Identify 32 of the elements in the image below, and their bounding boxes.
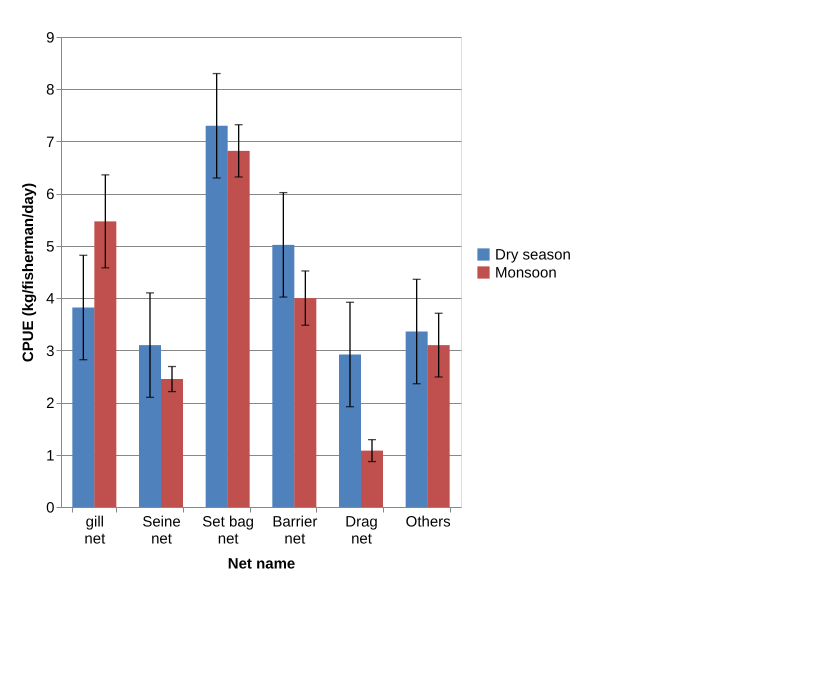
x-tick-label: Others xyxy=(406,514,451,530)
y-tick-label: 3 xyxy=(46,342,54,360)
y-tick-label: 4 xyxy=(46,290,54,308)
bar xyxy=(428,345,450,507)
x-tick-label: Seine net xyxy=(142,514,181,548)
y-tick-label: 5 xyxy=(46,238,54,256)
x-tick-label: Set bag net xyxy=(202,514,254,548)
y-tick-label: 2 xyxy=(46,395,54,412)
x-tick-label: Barrier net xyxy=(272,514,318,548)
y-tick-label: 8 xyxy=(46,82,54,99)
bar xyxy=(161,379,183,507)
x-tick-label: Drag net xyxy=(345,514,378,548)
bar xyxy=(94,221,116,507)
bar xyxy=(361,450,383,507)
legend-label: Monsoon xyxy=(495,264,557,282)
bar xyxy=(206,126,228,507)
bar xyxy=(294,298,316,507)
y-tick-label: 0 xyxy=(46,500,54,516)
bar xyxy=(406,332,428,507)
legend-label: Dry season xyxy=(495,246,571,264)
y-tick-label: 1 xyxy=(46,447,54,464)
bar xyxy=(272,244,294,507)
y-tick-label: 6 xyxy=(46,186,54,204)
bar xyxy=(339,354,361,507)
bar xyxy=(72,308,94,507)
x-axis-title: Net name xyxy=(228,556,296,572)
y-tick-label: 9 xyxy=(46,30,54,46)
x-tick-label: gill net xyxy=(84,514,106,548)
y-tick-label: 7 xyxy=(46,134,54,151)
bar xyxy=(139,345,161,507)
bar xyxy=(228,150,250,507)
y-axis-title: CPUE (kg/fisherman/day) xyxy=(20,182,38,362)
